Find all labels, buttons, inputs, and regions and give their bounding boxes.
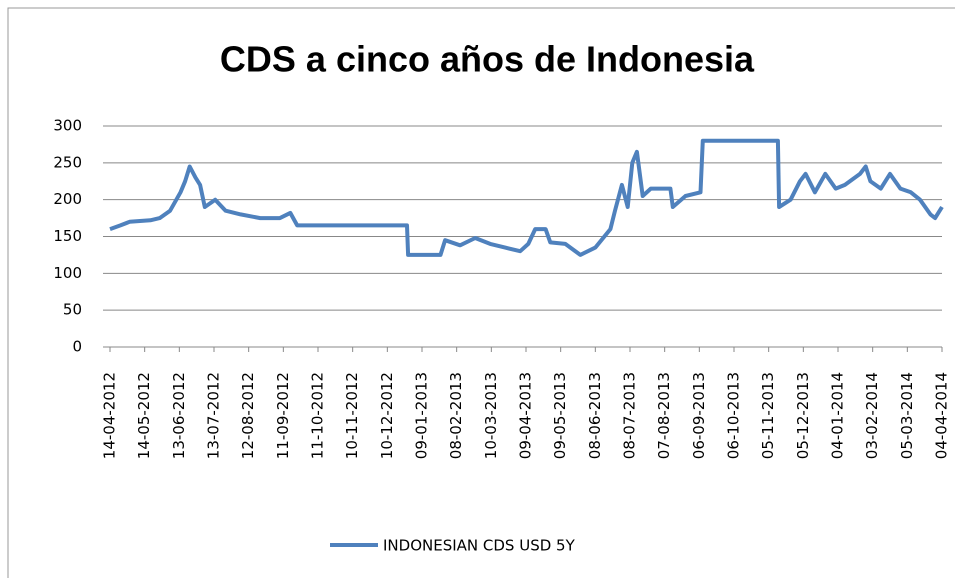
x-tick-label: 08-07-2013 [621, 372, 639, 459]
x-tick-label: 05-03-2014 [898, 372, 916, 459]
x-tick-label: 08-02-2013 [447, 372, 465, 459]
x-tick-label: 10-03-2013 [482, 372, 500, 459]
chart-title: CDS a cinco años de Indonesia [220, 39, 755, 80]
x-tick-label: 11-09-2012 [274, 372, 292, 459]
y-tick-label: 50 [63, 301, 82, 319]
y-tick-label: 300 [53, 117, 82, 135]
x-tick-label: 03-02-2014 [863, 372, 881, 459]
y-tick-label: 200 [53, 190, 82, 208]
x-tick-label: 13-06-2012 [170, 372, 188, 459]
x-tick-label: 10-11-2012 [343, 372, 361, 459]
x-tick-label: 10-12-2012 [378, 372, 396, 459]
x-tick-label: 13-07-2012 [205, 372, 223, 459]
x-tick-label: 07-08-2013 [655, 372, 673, 459]
y-tick-label: 250 [53, 153, 82, 171]
x-tick-label: 09-01-2013 [413, 372, 431, 459]
x-tick-label: 04-01-2014 [829, 372, 847, 459]
y-tick-label: 0 [72, 338, 82, 356]
x-tick-label: 12-08-2012 [239, 372, 257, 459]
y-tick-label: 100 [53, 264, 82, 282]
x-tick-label: 09-05-2013 [551, 372, 569, 459]
x-tick-label: 06-10-2013 [725, 372, 743, 459]
chart-frame [7, 7, 955, 578]
x-tick-label: 05-12-2013 [794, 372, 812, 459]
legend-label: INDONESIAN CDS USD 5Y [383, 537, 576, 555]
x-tick-label: 14-05-2012 [135, 372, 153, 459]
x-tick-label: 14-04-2012 [101, 372, 119, 459]
x-tick-label: 04-04-2014 [933, 372, 951, 459]
data-line [109, 138, 944, 257]
x-tick-label: 09-04-2013 [517, 372, 535, 459]
x-tick-label: 08-06-2013 [586, 372, 604, 459]
x-tick-label: 06-09-2013 [690, 372, 708, 459]
x-tick-label: 05-11-2013 [759, 372, 777, 459]
y-tick-label: 150 [53, 227, 82, 245]
x-tick-label: 11-10-2012 [309, 372, 327, 459]
